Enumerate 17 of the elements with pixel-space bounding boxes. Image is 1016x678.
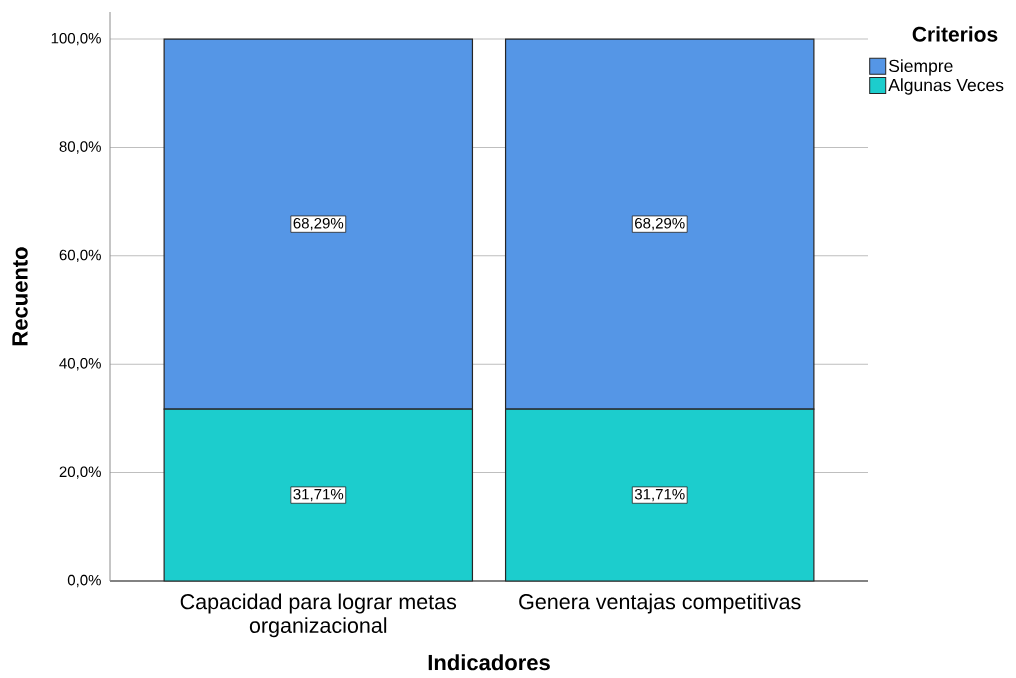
legend-title: Criterios: [912, 26, 998, 42]
y-tick-label: 0,0%: [67, 574, 101, 588]
y-tick-label: 100,0%: [51, 32, 101, 46]
data-label: 31,71%: [293, 488, 344, 502]
y-tick-label: 80,0%: [59, 141, 101, 154]
legend-label: Algunas Veces: [888, 78, 1004, 95]
data-label: 68,29%: [635, 217, 685, 231]
y-axis-title: Recuento: [12, 247, 28, 346]
y-tick-label: 40,0%: [59, 358, 101, 371]
legend-label: Siempre: [889, 59, 953, 76]
y-tick-label: 60,0%: [59, 249, 101, 263]
x-axis-title: Indicadores: [428, 654, 550, 671]
data-label: 31,71%: [634, 488, 685, 502]
x-tick-label: Genera ventajas competitivas: [519, 593, 801, 614]
x-tick-label: Capacidad para lograr metas organizacional: [180, 593, 457, 638]
data-label: 68,29%: [293, 217, 344, 231]
y-tick-label: 20,0%: [59, 466, 101, 479]
